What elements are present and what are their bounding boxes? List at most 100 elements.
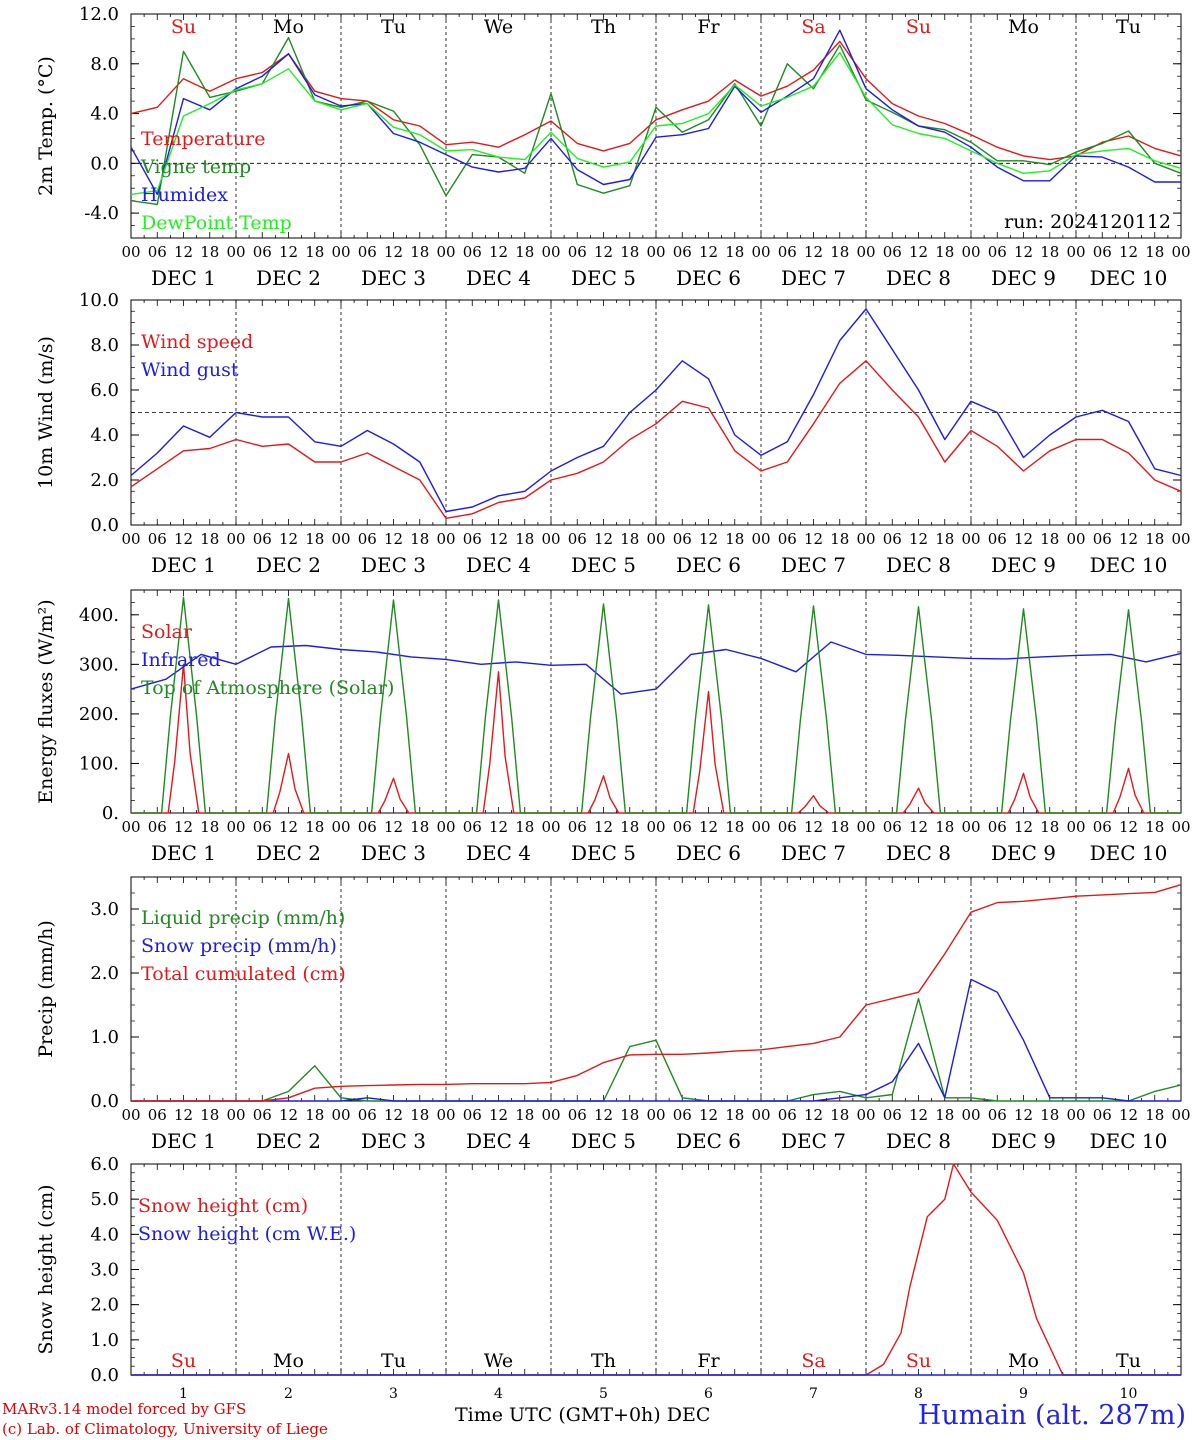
- legend-entry: Infrared: [141, 649, 221, 671]
- x-hour-label: 18: [410, 243, 429, 261]
- legend-entry: Wind speed: [141, 331, 253, 353]
- series-line-infrared: [130, 641, 1182, 695]
- legend-entry: Vigne temp: [140, 156, 251, 178]
- x-hour-label: 18: [935, 1106, 954, 1124]
- x-date-label: DEC 6: [676, 266, 741, 290]
- y-axis-label: 2m Temp. (°C): [35, 56, 57, 196]
- x-hour-label: 06: [463, 243, 482, 261]
- x-hour-label: 06: [883, 1106, 902, 1124]
- x-date-label: DEC 1: [151, 553, 216, 577]
- x-hour-label: 12: [699, 243, 718, 261]
- x-date-label: DEC 5: [571, 553, 636, 577]
- day-number-label: 8: [914, 1386, 923, 1402]
- x-hour-label: 00: [961, 243, 980, 261]
- x-hour-label: 18: [1040, 243, 1059, 261]
- weekday-label: Tu: [1116, 1350, 1141, 1372]
- x-date-label: DEC 10: [1090, 553, 1168, 577]
- day-number-label: 9: [1019, 1386, 1028, 1402]
- weekday-label: Th: [591, 1350, 616, 1372]
- x-hour-label: 12: [1014, 1106, 1033, 1124]
- x-hour-label: 18: [620, 818, 639, 836]
- x-hour-label: 18: [935, 818, 954, 836]
- x-hour-label: 12: [279, 818, 298, 836]
- y-tick-label: 6.0: [90, 380, 119, 401]
- y-tick-label: 0.0: [90, 515, 119, 536]
- day-number-label: 10: [1120, 1386, 1138, 1402]
- x-hour-label: 06: [778, 818, 797, 836]
- panel-5: [130, 1163, 1182, 1376]
- x-hour-label: 00: [1171, 243, 1190, 261]
- x-hour-label: 18: [410, 818, 429, 836]
- x-hour-label: 18: [830, 243, 849, 261]
- x-hour-label: 12: [1014, 818, 1033, 836]
- x-hour-label: 12: [279, 530, 298, 548]
- x-hour-label: 18: [305, 818, 324, 836]
- x-date-label: DEC 6: [676, 841, 741, 865]
- x-hour-label: 06: [988, 243, 1007, 261]
- x-hour-label: 18: [1040, 818, 1059, 836]
- x-hour-label: 06: [778, 243, 797, 261]
- weekday-label: Tu: [381, 1350, 406, 1372]
- x-hour-label: 12: [594, 1106, 613, 1124]
- x-hour-label: 18: [620, 243, 639, 261]
- x-hour-label: 00: [1066, 1106, 1085, 1124]
- x-hour-label: 12: [174, 1106, 193, 1124]
- x-date-label: DEC 8: [886, 266, 951, 290]
- x-hour-label: 00: [541, 818, 560, 836]
- x-hour-label: 18: [1145, 530, 1164, 548]
- x-hour-label: 12: [384, 530, 403, 548]
- y-tick-label: 100.: [79, 753, 119, 774]
- x-hour-label: 06: [1093, 1106, 1112, 1124]
- x-date-label: DEC 4: [466, 266, 531, 290]
- series-line-top-of-atmosphere-solar: [131, 596, 1181, 814]
- weekday-label: Su: [171, 16, 196, 38]
- x-hour-label: 12: [1014, 530, 1033, 548]
- y-tick-label: 12.0: [79, 4, 119, 25]
- weekday-label: Su: [906, 16, 931, 38]
- x-date-label: DEC 2: [256, 266, 321, 290]
- weekday-label: Tu: [381, 16, 406, 38]
- x-hour-label: 12: [594, 243, 613, 261]
- x-hour-label: 12: [489, 530, 508, 548]
- y-tick-label: 4.0: [90, 1224, 119, 1245]
- x-hour-label: 00: [1171, 530, 1190, 548]
- y-tick-label: 1.0: [90, 1330, 119, 1351]
- x-hour-label: 06: [253, 1106, 272, 1124]
- x-hour-label: 12: [384, 243, 403, 261]
- x-hour-label: 18: [515, 818, 534, 836]
- legend-entry: Wind gust: [141, 359, 239, 381]
- weekday-label: Su: [171, 1350, 196, 1372]
- x-hour-label: 00: [541, 243, 560, 261]
- x-hour-label: 00: [751, 530, 770, 548]
- x-hour-label: 00: [961, 818, 980, 836]
- x-hour-label: 12: [594, 530, 613, 548]
- x-date-label: DEC 9: [991, 553, 1056, 577]
- x-hour-label: 00: [331, 1106, 350, 1124]
- x-hour-label: 06: [463, 818, 482, 836]
- y-tick-label: 8.0: [90, 54, 119, 75]
- x-hour-label: 12: [489, 818, 508, 836]
- day-number-label: 1: [179, 1386, 188, 1402]
- y-tick-label: 2.0: [90, 470, 119, 491]
- x-hour-label: 18: [830, 530, 849, 548]
- x-hour-label: 00: [646, 1106, 665, 1124]
- x-hour-label: 12: [1119, 243, 1138, 261]
- x-hour-label: 12: [804, 530, 823, 548]
- credit-line-2: (c) Lab. of Climatology, University of L…: [2, 1420, 328, 1438]
- x-hour-label: 18: [515, 530, 534, 548]
- x-hour-label: 12: [1119, 530, 1138, 548]
- weekday-label: Th: [591, 16, 616, 38]
- x-hour-label: 06: [673, 1106, 692, 1124]
- x-date-label: DEC 9: [991, 266, 1056, 290]
- x-date-label: DEC 3: [361, 553, 426, 577]
- x-hour-label: 00: [856, 530, 875, 548]
- x-hour-label: 12: [1014, 243, 1033, 261]
- x-date-label: DEC 10: [1090, 841, 1168, 865]
- panel-1: [130, 13, 1182, 239]
- x-hour-label: 00: [751, 243, 770, 261]
- y-tick-label: 0.0: [90, 1365, 119, 1386]
- x-hour-label: 00: [121, 530, 140, 548]
- x-hour-label: 00: [436, 530, 455, 548]
- x-hour-label: 06: [253, 530, 272, 548]
- x-hour-label: 12: [279, 243, 298, 261]
